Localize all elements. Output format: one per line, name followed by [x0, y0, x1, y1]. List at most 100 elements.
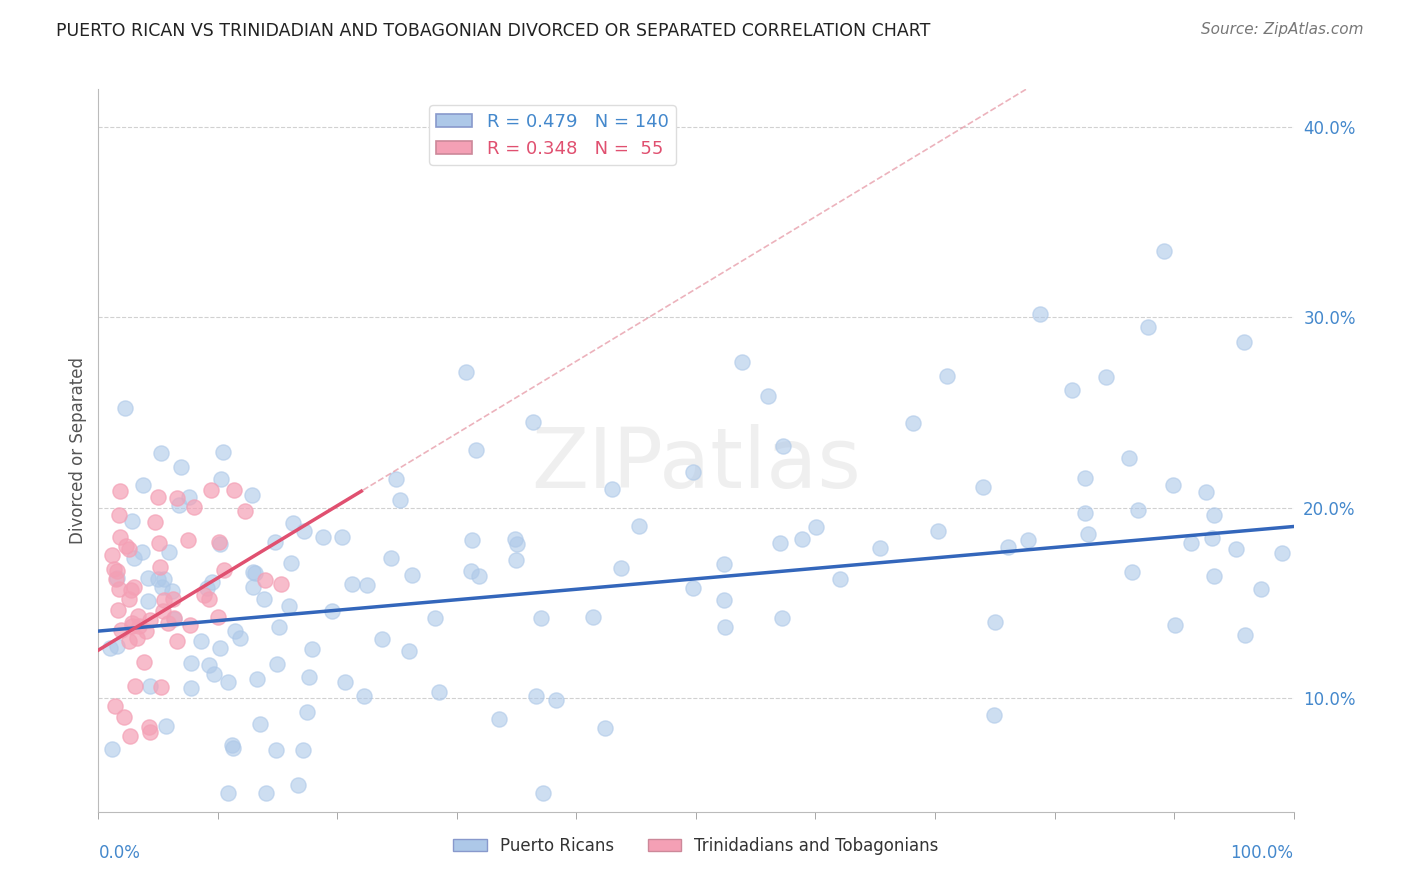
Point: [1163, 477, 1185, 491]
Point: [1077, 526, 1099, 541]
Point: [105, 572, 128, 586]
Text: 0.0%: 0.0%: [98, 844, 141, 863]
Y-axis label: Divorced or Separated: Divorced or Separated: [69, 357, 87, 544]
Point: [972, 480, 994, 494]
Point: [105, 570, 128, 584]
Point: [927, 524, 949, 538]
Point: [389, 492, 412, 507]
Point: [193, 588, 215, 602]
Point: [1118, 451, 1140, 466]
Point: [222, 740, 245, 755]
Text: PUERTO RICAN VS TRINIDADIAN AND TOBAGONIAN DIVORCED OR SEPARATED CORRELATION CHA: PUERTO RICAN VS TRINIDADIAN AND TOBAGONI…: [56, 22, 931, 40]
Point: [162, 592, 184, 607]
Point: [269, 620, 291, 634]
Point: [582, 610, 605, 624]
Point: [149, 560, 172, 574]
Point: [1017, 533, 1039, 547]
Point: [120, 729, 142, 743]
Point: [207, 534, 229, 549]
Point: [110, 624, 132, 638]
Point: [1271, 546, 1294, 560]
Point: [682, 581, 704, 595]
Point: [103, 562, 125, 576]
Point: [1250, 582, 1272, 596]
Point: [454, 365, 477, 379]
Point: [127, 631, 149, 645]
Point: [183, 500, 205, 514]
Point: [179, 618, 201, 632]
Point: [792, 532, 814, 546]
Point: [166, 634, 188, 648]
Point: [195, 582, 218, 596]
Point: [1074, 506, 1097, 520]
Point: [1128, 503, 1150, 517]
Point: [148, 572, 170, 586]
Point: [1195, 485, 1218, 500]
Point: [1204, 508, 1226, 522]
Point: [136, 594, 159, 608]
Point: [118, 542, 141, 557]
Point: [160, 584, 183, 599]
Point: [356, 578, 378, 592]
Point: [180, 656, 202, 670]
Point: [169, 498, 191, 512]
Point: [1204, 569, 1226, 583]
Point: [1074, 471, 1097, 485]
Point: [353, 689, 375, 703]
Point: [240, 488, 263, 502]
Point: [869, 541, 891, 555]
Point: [468, 568, 491, 582]
Point: [217, 786, 239, 800]
Point: [600, 482, 623, 496]
Point: [121, 514, 143, 528]
Point: [229, 632, 252, 646]
Point: [131, 545, 153, 559]
Point: [1060, 384, 1083, 398]
Point: [200, 483, 222, 498]
Point: [212, 445, 235, 459]
Point: [163, 611, 186, 625]
Point: [253, 574, 276, 588]
Point: [207, 610, 229, 624]
Point: [115, 539, 138, 553]
Point: [180, 681, 202, 696]
Point: [114, 401, 136, 415]
Point: [107, 508, 129, 523]
Point: [135, 624, 157, 638]
Point: [461, 533, 484, 548]
Point: [425, 610, 447, 624]
Point: [769, 536, 792, 550]
Point: [153, 593, 176, 607]
Point: [505, 553, 527, 567]
Point: [997, 540, 1019, 554]
Point: [530, 611, 553, 625]
Point: [398, 644, 420, 658]
Point: [209, 472, 232, 486]
Point: [270, 577, 292, 591]
Point: [155, 719, 177, 733]
Point: [122, 551, 145, 566]
Point: [121, 619, 143, 633]
Point: [132, 655, 155, 669]
Point: [311, 530, 333, 544]
Point: [148, 490, 170, 504]
Point: [713, 557, 735, 571]
Point: [333, 674, 356, 689]
Point: [292, 524, 315, 539]
Point: [544, 693, 567, 707]
Point: [242, 581, 264, 595]
Point: [280, 556, 302, 570]
Point: [522, 415, 544, 429]
Point: [153, 572, 176, 586]
Point: [197, 591, 219, 606]
Point: [384, 472, 406, 486]
Point: [157, 545, 180, 559]
Point: [170, 460, 193, 475]
Point: [120, 582, 142, 597]
Point: [124, 679, 146, 693]
Point: [128, 618, 150, 632]
Point: [177, 490, 200, 504]
Point: [118, 633, 141, 648]
Point: [301, 641, 323, 656]
Point: [224, 624, 246, 638]
